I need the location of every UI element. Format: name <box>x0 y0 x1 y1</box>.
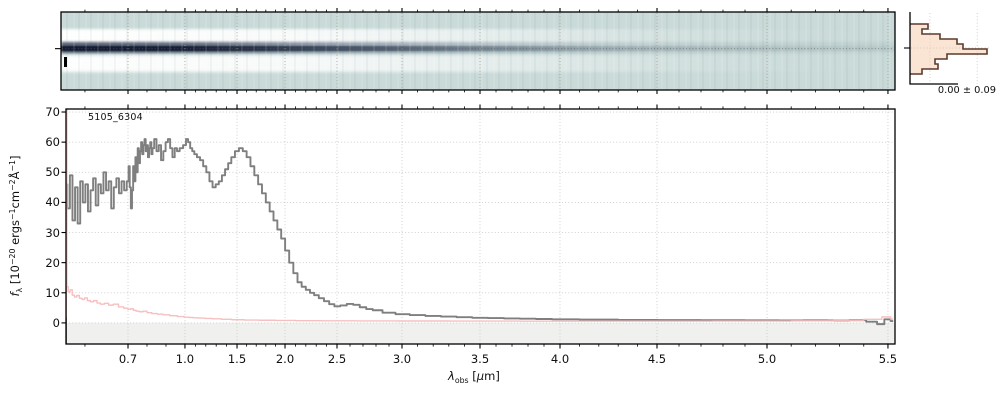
label-fragment: λ <box>448 369 455 383</box>
label-fragment: m <box>484 369 496 383</box>
x-tick-label: 5.0 <box>757 352 777 366</box>
label-fragment: [10 <box>8 265 22 288</box>
y-tick-label: 10 <box>45 285 60 300</box>
source-id-label: 5105_6304 <box>88 112 143 123</box>
2d-white-band-bottom <box>61 54 895 73</box>
label-fragment: obs <box>454 375 469 385</box>
x-tick-label: 3.5 <box>470 352 490 366</box>
2d-noise-texture <box>61 12 895 90</box>
x-tick-label: 1.5 <box>227 352 247 366</box>
x-tick-label: 4.0 <box>550 352 570 366</box>
2d-axes-border <box>60 11 896 91</box>
label-fragment: f <box>8 292 22 297</box>
hist-axes-spines <box>909 12 958 85</box>
y-tick-label: 0 <box>52 315 60 330</box>
label-fragment: −2 <box>8 179 18 191</box>
label-fragment: [ <box>468 369 477 383</box>
below-zero-band <box>66 322 895 344</box>
flux-spectrum-line <box>66 138 894 344</box>
x-tick-label: 2.0 <box>275 352 295 366</box>
uncertainty-line <box>66 109 894 322</box>
2d-white-band-top <box>61 29 895 46</box>
x-tick-label: 4.5 <box>647 352 667 366</box>
y-tick-label: 60 <box>45 135 60 150</box>
y-tick-label: 70 <box>45 105 60 119</box>
spectrum-2d-panel <box>61 12 895 90</box>
label-fragment: Å <box>8 171 22 180</box>
x-axis-label: λobs [μm] <box>448 369 500 385</box>
y-tick-label: 20 <box>45 255 60 270</box>
label-fragment: cm <box>8 190 22 209</box>
x-tick-label: 1.0 <box>175 352 195 366</box>
2d-reference-marker <box>64 57 67 67</box>
y-tick-label: 50 <box>45 165 60 180</box>
y-axis-label: fλ [10−20 ergs−1cm−2Å−1] <box>8 155 24 297</box>
y-tick-label: 30 <box>45 225 60 240</box>
y-tick-label: 40 <box>45 195 60 210</box>
histogram-stat-label: 0.00 ± 0.09 <box>937 85 996 96</box>
label-fragment: −1 <box>8 208 18 220</box>
x-tick-label: 3.0 <box>392 352 412 366</box>
main-axes-border <box>65 108 896 345</box>
label-fragment: −1 <box>8 159 18 172</box>
label-fragment: λ <box>14 287 24 293</box>
x-tick-label: 2.5 <box>327 352 347 366</box>
x-tick-label: 0.7 <box>118 352 138 366</box>
label-fragment: ] <box>495 369 500 383</box>
label-fragment: μ <box>476 369 485 383</box>
x-tick-label: 5.5 <box>878 352 898 366</box>
label-fragment: ergs <box>8 219 22 249</box>
residual-histogram <box>910 23 988 75</box>
label-fragment: −20 <box>8 248 18 266</box>
